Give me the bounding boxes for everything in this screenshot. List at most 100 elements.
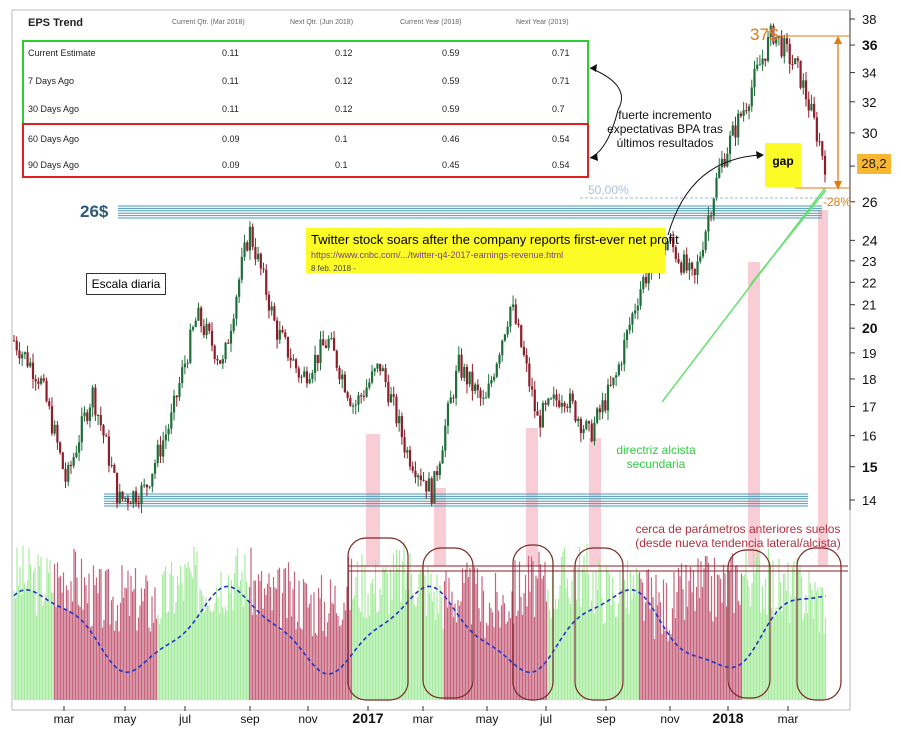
candle-body <box>322 339 325 346</box>
candle-body <box>465 366 469 385</box>
candle-body <box>254 246 257 260</box>
candle-body <box>156 444 159 464</box>
eps-cell: 0.71 <box>552 48 570 58</box>
drawdown-label: -28% <box>823 195 852 209</box>
candle-body <box>639 289 642 306</box>
y-tick-label: 38 <box>862 12 876 27</box>
candle-body <box>631 313 634 325</box>
candle-body <box>766 37 770 61</box>
candle-body <box>455 370 458 399</box>
candle-body <box>105 435 108 437</box>
candle-body <box>647 271 650 284</box>
eps-row-60days: 60 Days Ago 0.09 0.1 0.46 0.54 <box>22 126 587 155</box>
pink-band <box>589 438 601 566</box>
candle-body <box>734 125 737 138</box>
candle-body <box>436 471 439 476</box>
candle-body <box>332 337 336 351</box>
candle-body <box>541 403 545 428</box>
candle-body <box>376 363 379 369</box>
x-tick-label: jul <box>539 712 552 726</box>
candle-body <box>604 400 607 411</box>
candle-body <box>23 352 26 355</box>
eps-cell: 0.59 <box>442 104 460 114</box>
candle-body <box>134 491 138 503</box>
candle-body <box>354 404 357 406</box>
news-box: Twitter stock soars after the company re… <box>306 228 679 273</box>
candle-body <box>175 395 178 398</box>
candle-body <box>96 415 100 417</box>
drawdown-arrow-head-up <box>834 36 842 44</box>
osc-circle <box>347 537 409 701</box>
candle-body <box>701 249 705 257</box>
candle-body <box>764 58 767 61</box>
candle-body <box>316 354 319 364</box>
candle-body <box>346 392 349 398</box>
candle-body <box>143 484 146 486</box>
candle-body <box>31 362 35 380</box>
candle-body <box>444 425 447 451</box>
candle-body <box>357 395 360 405</box>
candle-body <box>669 237 672 242</box>
candle-body <box>80 416 83 443</box>
candle-body <box>582 428 585 434</box>
candle-body <box>625 330 629 341</box>
candle-body <box>227 342 230 344</box>
candle-body <box>94 387 97 416</box>
candle-body <box>238 279 241 297</box>
candle-body <box>140 485 143 505</box>
candle-body <box>102 425 105 436</box>
candle-body <box>769 25 772 38</box>
pink-band <box>748 262 760 566</box>
candle-body <box>677 258 680 263</box>
candle-body <box>484 397 488 399</box>
candle-body <box>642 276 645 290</box>
trendline-secondary <box>661 187 827 403</box>
candle-body <box>289 357 292 361</box>
candle-body <box>601 400 604 413</box>
candle-body <box>753 69 756 88</box>
candle-body <box>596 408 599 423</box>
current-price-badge: 28,2 <box>857 154 891 174</box>
candle-body <box>48 401 51 407</box>
eps-arrow-head-top <box>590 64 597 72</box>
candle-body <box>707 215 710 232</box>
candle-body <box>772 25 775 44</box>
candle-body <box>86 412 89 421</box>
candle-body <box>34 379 37 382</box>
candle-body <box>132 491 135 505</box>
candle-body <box>544 403 547 405</box>
candle-body <box>813 103 816 118</box>
y-tick-label: 26 <box>862 194 878 210</box>
candle-body <box>457 354 460 371</box>
y-tick-label: 22 <box>862 275 876 290</box>
news-url: https://www.cnbc.com/.../twitter-q4-2017… <box>311 250 564 260</box>
eps-arrow-head-bottom <box>590 153 598 161</box>
candle-body <box>172 395 176 413</box>
candle-body <box>818 141 821 143</box>
resistance-label: 26$ <box>80 202 109 221</box>
eps-row-current: Current Estimate 0.11 0.12 0.59 0.71 <box>22 40 587 69</box>
candle-body <box>284 332 287 337</box>
candle-body <box>492 376 496 380</box>
y-tick-label: 19 <box>862 346 876 361</box>
eps-row-label: 30 Days Ago <box>28 104 80 114</box>
candle-body <box>726 153 729 167</box>
candle-body <box>609 384 612 386</box>
candle-body <box>362 395 365 397</box>
candle-body <box>533 389 536 412</box>
candle-body <box>311 372 314 380</box>
candle-body <box>26 352 29 367</box>
candle-body <box>360 395 363 397</box>
candle-body <box>690 262 694 269</box>
candle-body <box>365 387 368 397</box>
y-tick-label: 15 <box>862 459 878 475</box>
candle-body <box>699 256 702 262</box>
candle-body <box>417 475 420 478</box>
candle-body <box>262 268 265 270</box>
candle-body <box>563 402 566 407</box>
candle-body <box>56 424 59 443</box>
candle-body <box>343 374 347 393</box>
candle-body <box>571 393 574 402</box>
candle-body <box>520 325 523 347</box>
candle-body <box>709 215 713 217</box>
